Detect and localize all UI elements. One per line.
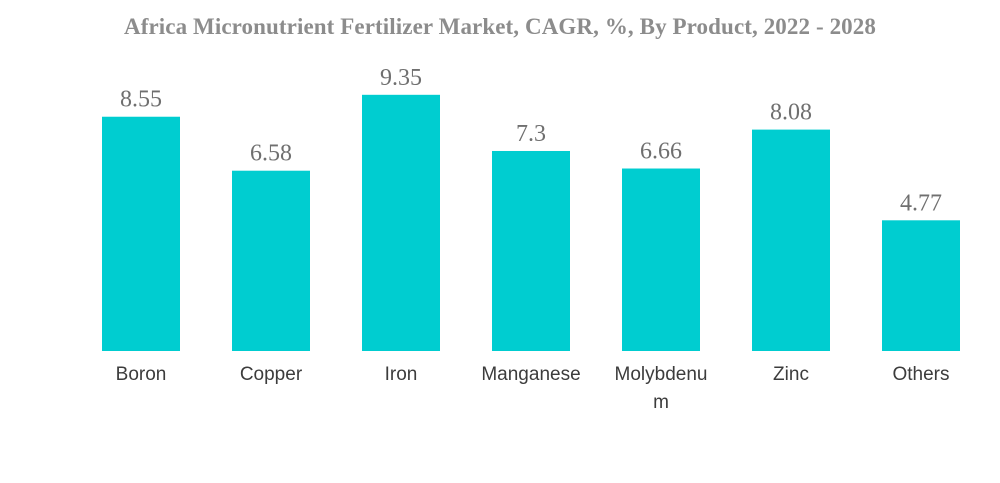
- value-label-manganese: 7.3: [516, 121, 546, 147]
- bar-iron: [362, 94, 440, 351]
- bar-copper: [232, 170, 310, 351]
- category-labels-group: Boron Copper Iron Manganese Molybdenu m Zinc Ot…: [116, 364, 950, 413]
- bar-manganese: [492, 150, 570, 351]
- bar-zinc: [752, 129, 830, 351]
- category-label-iron: Iron: [385, 364, 418, 385]
- bar-others: [882, 220, 960, 351]
- value-label-iron: 9.35: [380, 65, 422, 91]
- category-label-molybdenum-line1: Molybdenu: [615, 364, 708, 385]
- value-label-molybdenum: 6.66: [640, 139, 682, 165]
- category-label-molybdenum-line2: m: [653, 392, 669, 413]
- category-label-manganese: Manganese: [481, 364, 580, 385]
- value-label-zinc: 8.08: [770, 100, 812, 126]
- bar-molybdenum: [622, 168, 700, 351]
- category-label-others: Others: [892, 364, 949, 385]
- value-label-others: 4.77: [900, 190, 942, 216]
- value-labels-group: 8.55 6.58 9.35 7.3 6.66 8.08 4.77: [120, 65, 942, 216]
- value-label-boron: 8.55: [120, 87, 162, 113]
- category-label-copper: Copper: [240, 364, 303, 385]
- bars-group: [102, 94, 960, 351]
- category-label-zinc: Zinc: [773, 364, 809, 385]
- category-label-boron: Boron: [116, 364, 167, 385]
- value-label-copper: 6.58: [250, 141, 292, 167]
- bar-boron: [102, 116, 180, 351]
- chart-title: Africa Micronutrient Fertilizer Market, …: [124, 14, 876, 39]
